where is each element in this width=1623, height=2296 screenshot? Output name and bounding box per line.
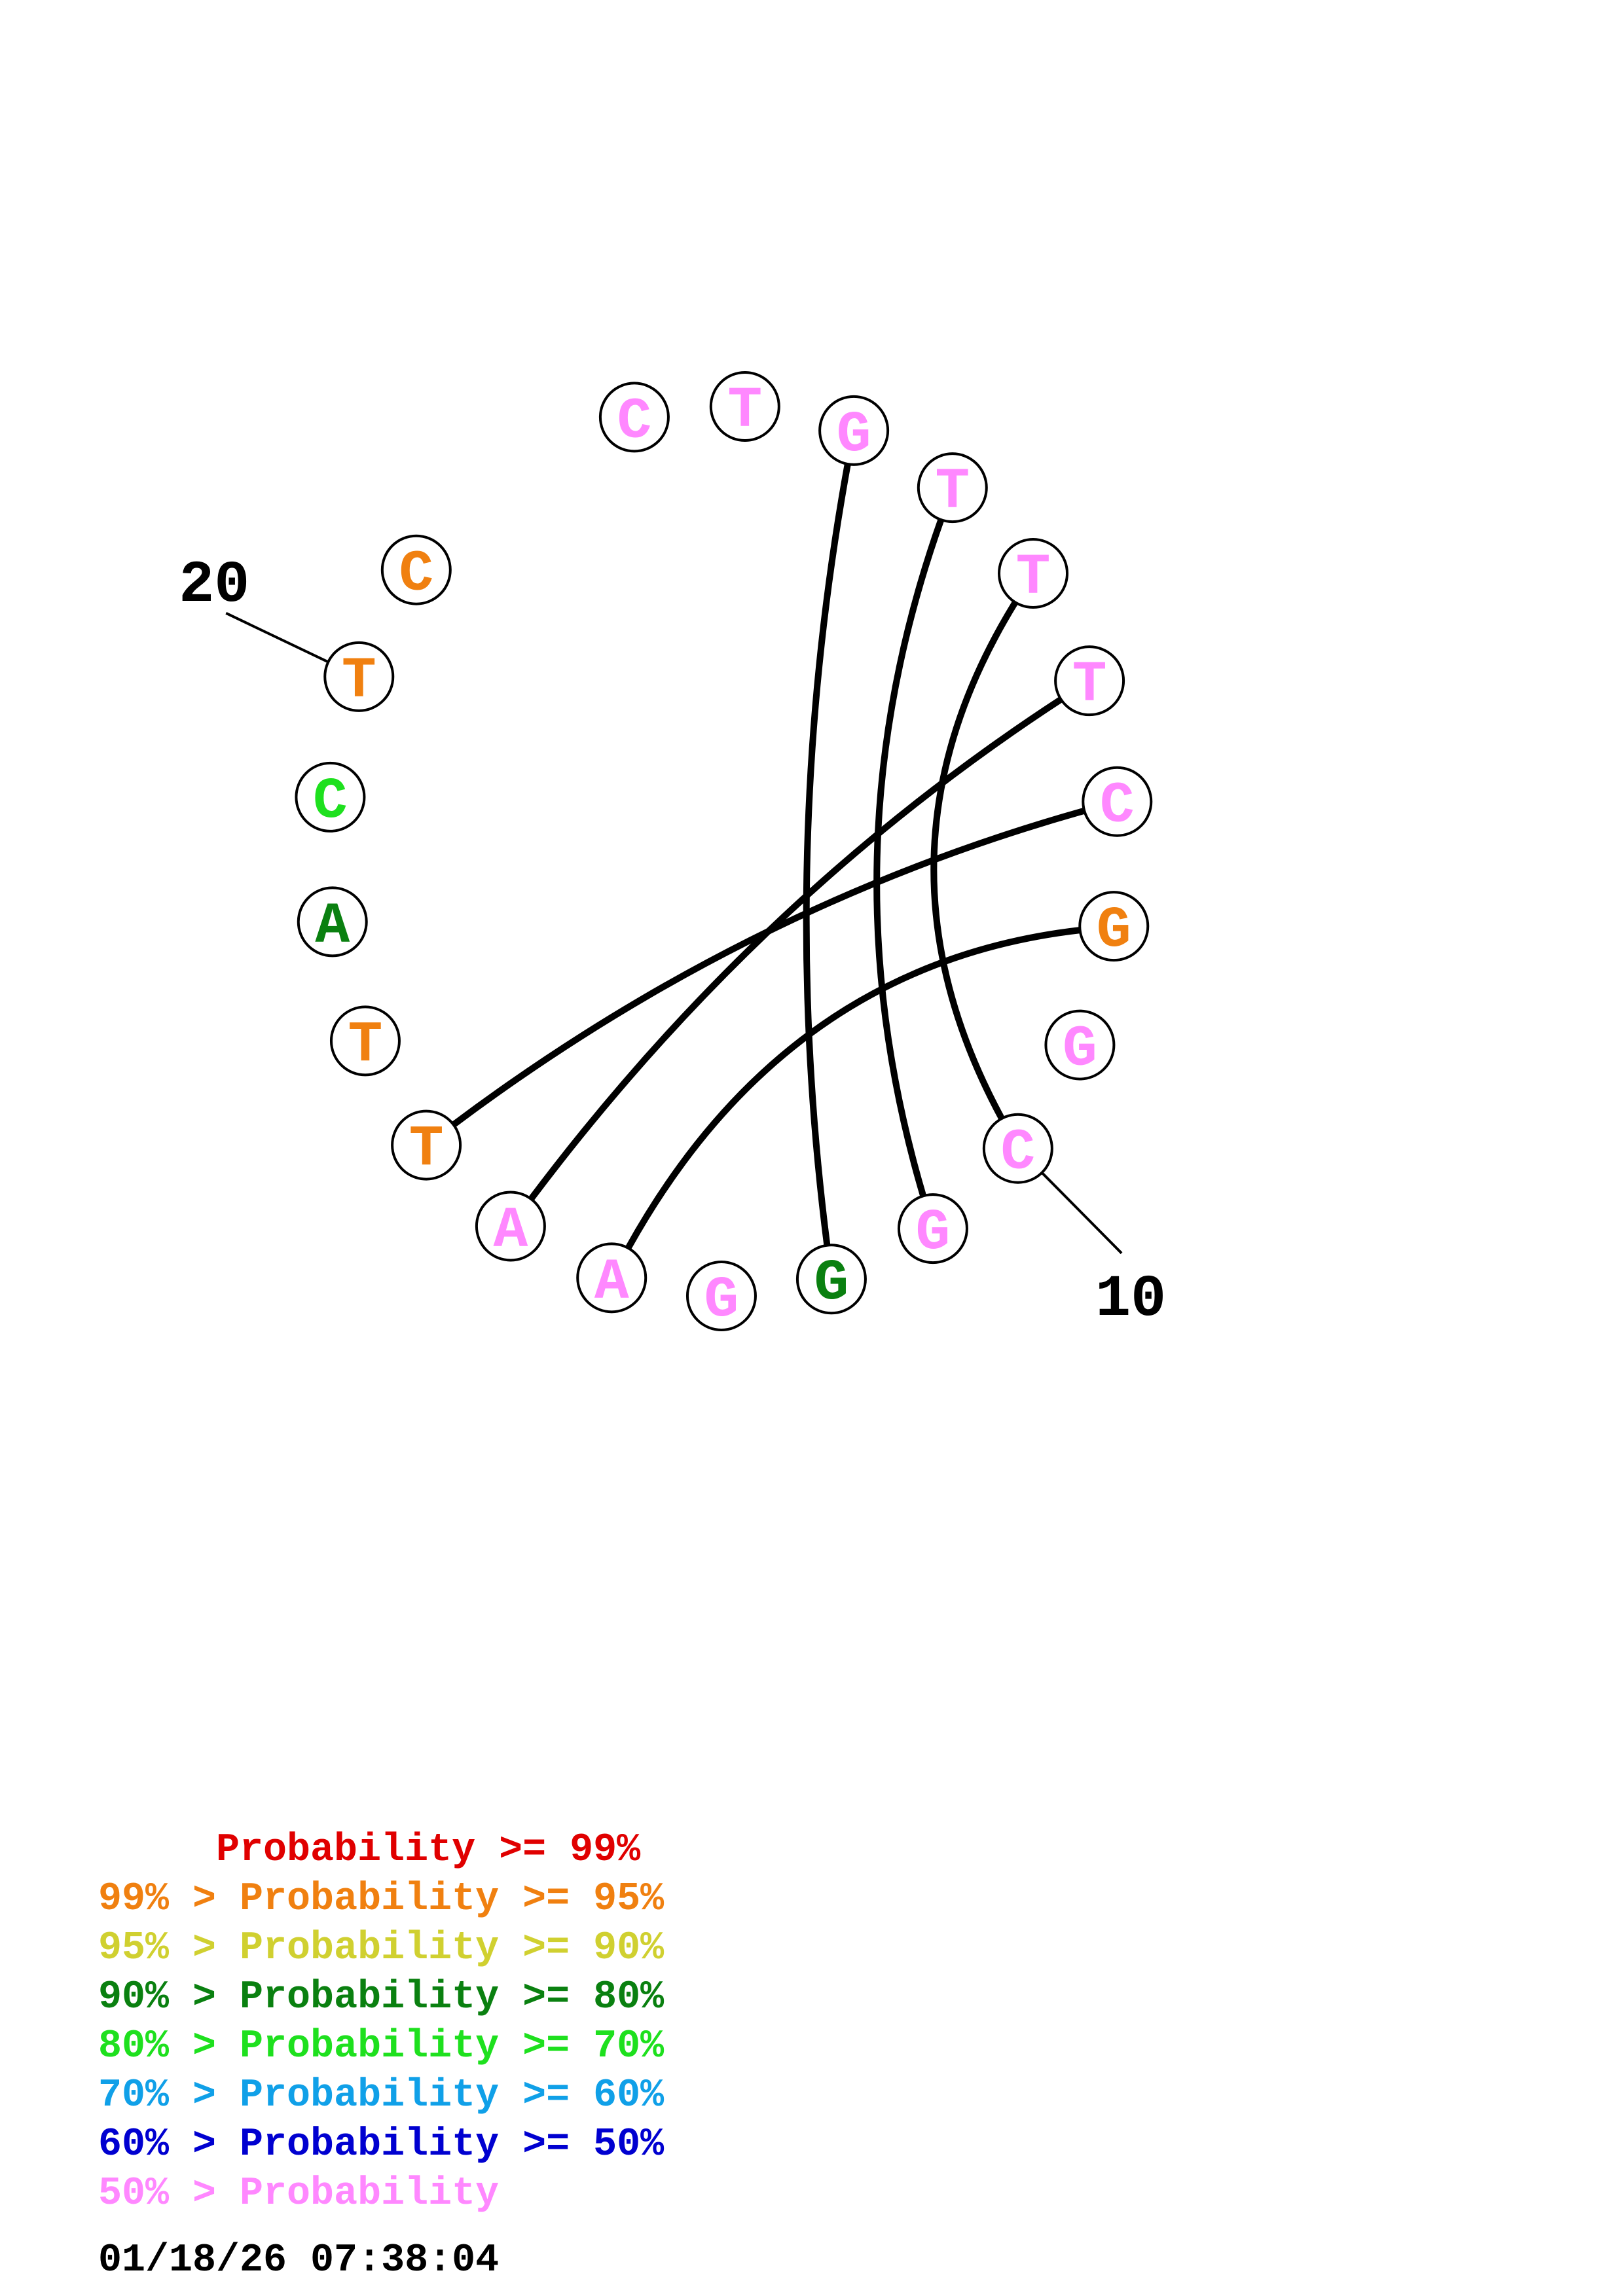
base-letter: T: [409, 1118, 444, 1183]
base-1: C: [598, 382, 670, 454]
base-circle: [709, 370, 780, 442]
base-circle: [576, 1242, 647, 1314]
base-circle: [380, 534, 452, 605]
pair-arc-6: [625, 927, 1084, 1251]
base-circle: [917, 452, 988, 524]
base-circle: [329, 1005, 401, 1077]
base-circle: [685, 1260, 757, 1331]
base-circle: [1044, 1009, 1116, 1081]
base-3: G: [818, 395, 890, 468]
pair-arc-4: [528, 696, 1065, 1202]
base-letter: T: [348, 1013, 383, 1078]
base-letter: A: [315, 894, 350, 959]
legend-entry: 70% > Probability >= 60%: [98, 2073, 665, 2118]
base-circle: [598, 382, 670, 453]
base-17: T: [329, 1005, 401, 1078]
base-11: G: [897, 1193, 968, 1266]
base-letter: G: [916, 1201, 951, 1266]
legend-entry: 80% > Probability >= 70%: [98, 2024, 665, 2069]
base-pair-arcs: [450, 461, 1088, 1251]
base-letter: G: [1097, 899, 1131, 963]
position-label-10: 10: [1095, 1266, 1166, 1333]
base-letter: G: [704, 1268, 739, 1333]
base-letter: G: [1063, 1018, 1097, 1083]
position-tick-10: [1040, 1172, 1123, 1255]
pair-arc-5: [450, 807, 1088, 1128]
base-circle: [297, 886, 368, 958]
base-letter: G: [814, 1251, 849, 1316]
base-letter: C: [399, 543, 433, 607]
base-19: C: [295, 761, 366, 834]
base-circle: [1054, 645, 1125, 717]
base-letter: T: [1072, 653, 1107, 718]
base-letter: A: [493, 1198, 528, 1263]
position-label-20: 20: [179, 552, 249, 619]
base-6: T: [1054, 645, 1125, 718]
legend-entry: 60% > Probability >= 50%: [98, 2123, 665, 2167]
base-circle: [391, 1109, 462, 1181]
base-21: C: [380, 534, 452, 607]
base-letter: C: [1100, 774, 1135, 839]
legend-entry: 99% > Probability >= 95%: [98, 1877, 665, 1922]
base-circle: [982, 1113, 1053, 1184]
base-12: G: [795, 1244, 867, 1316]
base-letter: C: [1000, 1121, 1035, 1186]
pair-arc-3: [930, 599, 1019, 1122]
base-letter: C: [617, 389, 651, 454]
timestamp: 01/18/26 07:38:04: [98, 2238, 500, 2283]
base-circle: [1082, 766, 1153, 837]
base-letter: T: [1016, 546, 1051, 611]
base-letter: T: [727, 379, 762, 444]
base-15: A: [475, 1191, 546, 1263]
legend-entry: 50% > Probability: [98, 2172, 500, 2216]
legend-entry: Probability >= 99%: [98, 1828, 641, 1873]
base-letter: T: [935, 460, 970, 525]
base-circle: [795, 1244, 867, 1315]
base-2: T: [709, 370, 780, 444]
position-tick-20: [225, 612, 329, 664]
pair-arc-2: [873, 516, 945, 1200]
position-tick-lines: [225, 612, 1123, 1255]
base-9: G: [1044, 1009, 1116, 1083]
legend-entry: 90% > Probability >= 80%: [98, 1975, 665, 2020]
base-letter: A: [594, 1250, 629, 1315]
pair-arc-1: [803, 461, 851, 1249]
base-20: T: [323, 641, 395, 714]
base-10: C: [982, 1113, 1053, 1186]
base-circle: [295, 761, 366, 833]
base-8: G: [1078, 891, 1150, 963]
base-circle: [818, 395, 890, 466]
base-14: A: [576, 1242, 647, 1315]
base-letter: T: [342, 649, 376, 714]
base-5: T: [998, 538, 1069, 611]
base-circle: [323, 641, 395, 712]
base-4: T: [917, 452, 988, 525]
base-letter: C: [313, 770, 348, 834]
base-circle: [998, 538, 1069, 609]
base-circle: [897, 1193, 968, 1265]
base-18: A: [297, 886, 368, 959]
base-7: C: [1082, 766, 1153, 839]
base-circle: [1078, 891, 1150, 962]
legend-entry: 95% > Probability >= 90%: [98, 1926, 665, 1971]
base-letter: G: [837, 403, 871, 468]
base-16: T: [391, 1109, 462, 1183]
base-13: G: [685, 1260, 757, 1333]
base-circle: [475, 1191, 546, 1262]
